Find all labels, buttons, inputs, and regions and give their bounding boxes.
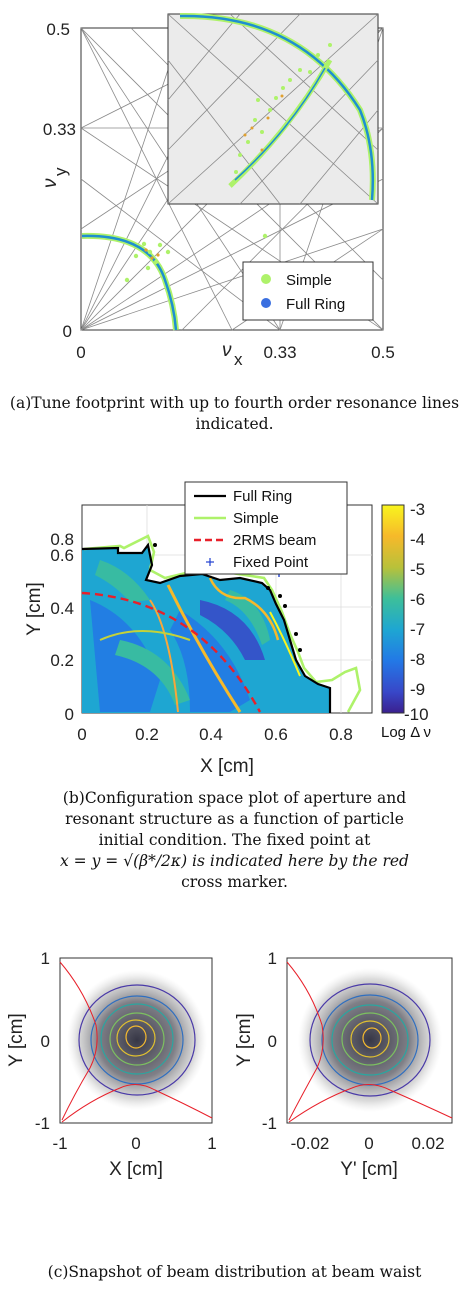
inset-fullring-diag	[234, 67, 326, 181]
tune-footprint-plot: Simple Full Ring 0.5 0.33 0 0 0.33 0.5 ν…	[40, 12, 395, 369]
cbar-tick: -3	[410, 500, 425, 519]
c-left-ytick: 1	[41, 949, 50, 968]
legend-a-fullring: Full Ring	[286, 296, 345, 313]
c-right-ylabel: Y [cm]	[234, 1013, 255, 1067]
c-right-ytick: 0	[268, 1032, 277, 1051]
caption-a: (a)Tune footprint with up to fourth orde…	[9, 394, 460, 433]
cbar-tick: -5	[410, 560, 425, 579]
c-right-xlabel: Y' [cm]	[340, 1159, 397, 1180]
c-right-xtick: -0.02	[291, 1134, 330, 1153]
yp-projection-right	[288, 1084, 453, 1123]
b-xtick: 0.4	[199, 725, 223, 744]
b-ytick: 0.6	[50, 546, 74, 565]
cbar-tick: -10	[404, 705, 429, 724]
b-xtick: 0.8	[329, 725, 353, 744]
legend-a	[242, 261, 374, 321]
fullring-dots	[153, 543, 302, 652]
colorbar	[381, 504, 405, 714]
a-ylabel: ν	[40, 178, 61, 188]
caption-b: (b)Configuration space plot of aperture …	[0, 788, 469, 893]
b-ytick: 0	[65, 705, 74, 724]
a-xlabel-sub: x	[234, 350, 243, 369]
cbar-tick: -8	[410, 650, 425, 669]
legend-a-simple-marker	[261, 274, 271, 284]
cbar-label: Log Δ ν	[381, 724, 431, 741]
beam-density-right	[298, 968, 442, 1112]
c-left-xtick: -1	[52, 1134, 67, 1153]
y-projection-right	[286, 961, 324, 1121]
contours-right	[309, 983, 431, 1097]
a-xtick: 0.5	[371, 343, 395, 362]
legend-b-beam: 2RMS beam	[233, 532, 316, 549]
beam-phase-plot: 1 0 -1 -0.02 0 0.02 Y' [cm] Y [cm]	[234, 949, 453, 1180]
legend-a-fullring-marker	[261, 298, 271, 308]
a-ylabel-group: ν y	[40, 167, 70, 188]
beam-density-left	[67, 970, 207, 1110]
caption-b-line: x = y = √(β*/2κ) is indicated here by th…	[60, 852, 409, 870]
inset-fullring-arc	[179, 14, 375, 201]
contours-left	[78, 984, 196, 1096]
b-xlabel: X [cm]	[200, 756, 254, 777]
caption-b-line: initial condition. The fixed point at	[98, 831, 371, 849]
legend-b-fixed-marker	[206, 558, 214, 566]
x-projection-left	[61, 1084, 213, 1123]
cbar-tick: -6	[410, 590, 425, 609]
two-rms-beam-curve	[81, 591, 262, 713]
legend-b	[184, 481, 348, 575]
main-scatter	[124, 233, 268, 283]
inset-outliers	[243, 94, 284, 152]
c-right-ytick: -1	[262, 1114, 277, 1133]
y-projection-left	[59, 961, 98, 1121]
a-xtick: 0	[76, 343, 85, 362]
b-ytick: 0.2	[50, 651, 74, 670]
caption-b-line: cross marker.	[181, 873, 288, 891]
c-left-xtick: 1	[207, 1134, 216, 1153]
b-xtick: 0	[77, 725, 86, 744]
cbar-tick: -4	[410, 530, 425, 549]
fullring-footprint-arc	[81, 234, 178, 331]
legend-b-fixed: Fixed Point	[233, 554, 309, 571]
c-left-ylabel: Y [cm]	[6, 1013, 27, 1067]
caption-c: (c)Snapshot of beam distribution at beam…	[47, 1263, 422, 1281]
a-ytick: 0	[63, 322, 72, 341]
b-ylabel: Y [cm]	[24, 582, 45, 636]
a-xtick: 0.33	[263, 343, 296, 362]
b-ytick: 0.4	[50, 599, 74, 618]
legend-b-fullring: Full Ring	[233, 488, 292, 505]
b-xtick: 0.6	[264, 725, 288, 744]
a-xlabel: ν	[222, 340, 232, 361]
inset-scatter	[234, 43, 332, 174]
c-left-xtick: 0	[131, 1134, 140, 1153]
simple-boundary	[83, 534, 362, 713]
a-ytick: 0.5	[46, 20, 70, 39]
cbar-tick: -7	[410, 620, 425, 639]
c-left-xlabel: X [cm]	[109, 1159, 163, 1180]
aperture-plot: Full Ring Simple 2RMS beam Fixed Point -…	[24, 481, 431, 777]
c-right-xtick: 0.02	[411, 1134, 444, 1153]
b-ytick: 0.8	[50, 530, 74, 549]
a-ylabel-sub: y	[51, 167, 70, 176]
resonance-stripes	[99, 577, 301, 713]
b-xtick: 0.2	[135, 725, 159, 744]
c-right-xtick: 0	[364, 1134, 373, 1153]
fullring-boundary	[81, 542, 332, 713]
c-right-ytick: 1	[268, 949, 277, 968]
cbar-tick: -9	[410, 680, 425, 699]
legend-b-simple: Simple	[233, 510, 279, 527]
c-left-ytick: 0	[41, 1032, 50, 1051]
caption-b-line: (b)Configuration space plot of aperture …	[62, 789, 407, 807]
legend-a-simple: Simple	[286, 272, 332, 289]
main-outliers	[144, 248, 160, 260]
caption-b-line: resonant structure as a function of part…	[65, 810, 404, 828]
beam-xy-plot: 1 0 -1 -1 0 1 X [cm] Y [cm]	[6, 949, 217, 1180]
a-ytick: 0.33	[43, 120, 76, 139]
c-left-ytick: -1	[35, 1114, 50, 1133]
